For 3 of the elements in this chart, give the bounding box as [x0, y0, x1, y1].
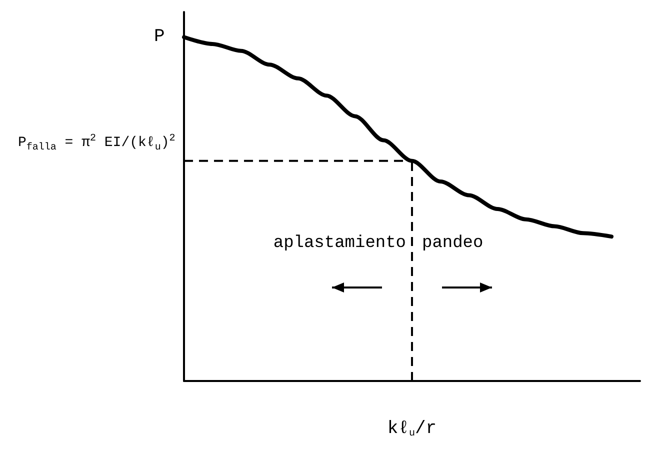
- annotation: pandeo: [422, 234, 484, 253]
- y-axis-title: P: [154, 27, 165, 48]
- annotation: aplastamiento: [273, 234, 406, 253]
